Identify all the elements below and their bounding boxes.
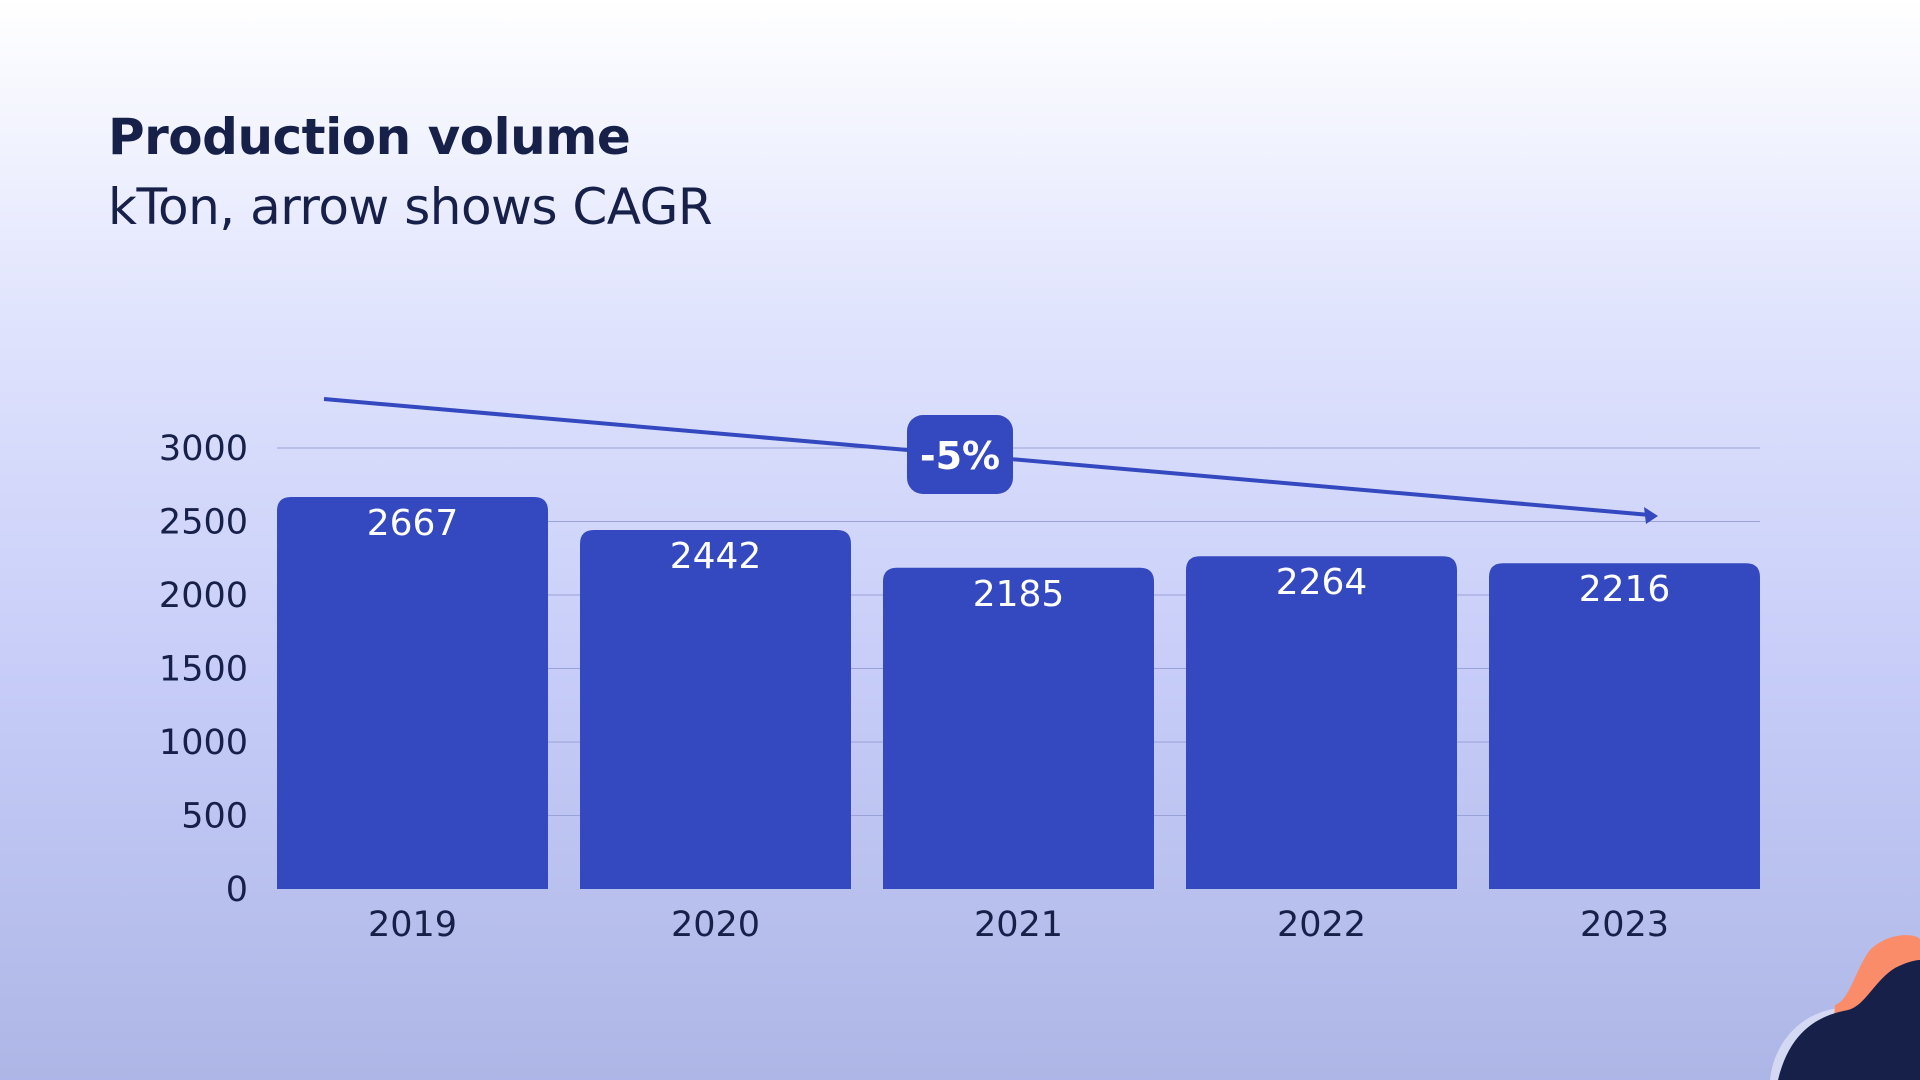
bars — [277, 496, 1760, 889]
y-tick-label: 1500 — [159, 650, 248, 690]
x-tick-label-2020: 2020 — [671, 905, 760, 945]
corner-decoration — [1770, 935, 1920, 1080]
x-axis-ticks: 2019 2020 2021 2022 2023 — [368, 905, 1669, 945]
x-tick-label-2019: 2019 — [368, 905, 457, 945]
cagr-badge — [907, 415, 1013, 494]
y-tick-label: 2500 — [159, 503, 248, 543]
cagr-arrowhead — [1644, 507, 1658, 524]
bar-2022 — [1186, 556, 1457, 889]
decor-dark-shape — [1778, 960, 1920, 1080]
bar-2020 — [580, 530, 851, 889]
y-tick-label: 3000 — [159, 429, 248, 469]
value-label-2019: 2667 — [367, 503, 459, 544]
bar-2023 — [1489, 563, 1760, 889]
y-tick-label: 2000 — [159, 576, 248, 616]
y-tick-label: 500 — [181, 797, 248, 837]
bar-2019 — [277, 496, 548, 889]
cagr-label: -5% — [920, 434, 1000, 478]
y-axis-ticks: 0 500 1000 1500 2000 2500 3000 — [159, 429, 248, 910]
x-tick-label-2022: 2022 — [1277, 905, 1366, 945]
y-tick-label: 0 — [226, 870, 248, 910]
y-tick-label: 1000 — [159, 723, 248, 763]
value-labels: 2667 2442 2185 2264 2216 — [367, 503, 1671, 615]
chart-title: Production volume — [108, 108, 631, 166]
chart-subtitle: kTon, arrow shows CAGR — [108, 178, 713, 236]
value-label-2023: 2216 — [1579, 569, 1671, 610]
value-label-2022: 2264 — [1276, 562, 1368, 603]
cagr-annotation: -5% — [323, 397, 1658, 524]
value-label-2020: 2442 — [670, 536, 762, 577]
x-tick-label-2021: 2021 — [974, 905, 1063, 945]
bar-2021 — [883, 567, 1154, 889]
x-tick-label-2023: 2023 — [1580, 905, 1669, 945]
value-label-2021: 2185 — [973, 574, 1065, 615]
